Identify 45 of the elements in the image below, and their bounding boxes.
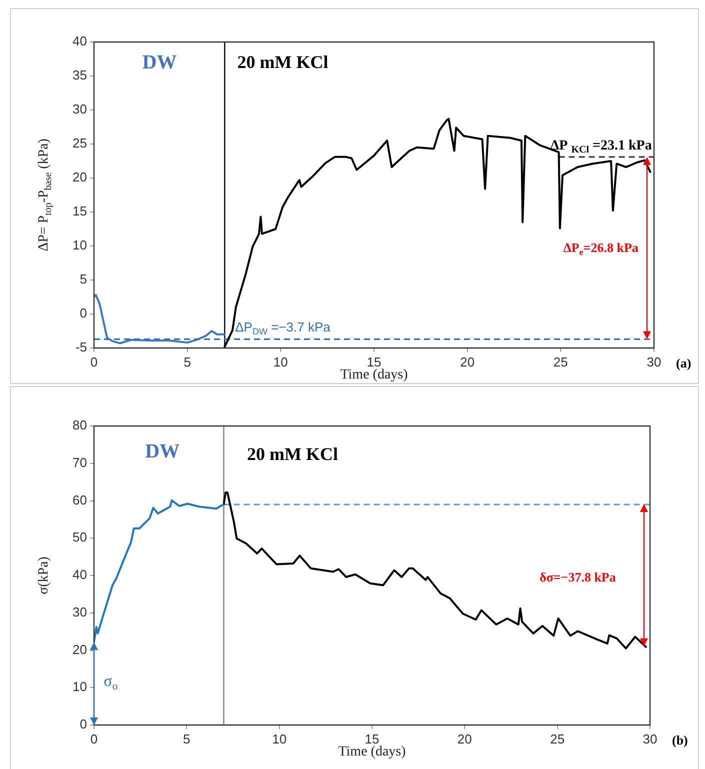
y-tick-label: 25 (72, 136, 87, 151)
x-tick-label: 5 (184, 354, 191, 370)
y-tick-label: 0 (80, 306, 87, 321)
x-tick-label: 10 (272, 731, 287, 746)
y-tick-label: 15 (72, 204, 87, 219)
y-tick-label: 30 (72, 604, 87, 620)
annotation: DW (145, 440, 180, 462)
annotation: DW (142, 51, 177, 74)
text: (b) (672, 732, 688, 748)
y-tick-label: 30 (72, 102, 87, 117)
y-tick-label: 35 (72, 68, 87, 83)
x-tick-label: 0 (90, 354, 98, 370)
y-tick-label: 40 (72, 567, 87, 582)
annotation: 20 mM KCl (247, 444, 338, 464)
x-axis-title: Time (days) (338, 744, 406, 760)
x-tick-label: 5 (183, 731, 190, 746)
y-axis-title: σ(kPa) (36, 556, 52, 594)
x-tick-label: 20 (460, 354, 475, 370)
y-tick-label: 20 (72, 170, 87, 185)
y-tick-label: 20 (72, 642, 87, 657)
x-axis-title: Time (days) (340, 368, 408, 383)
y-axis-title: ΔP= Ptop-Pbase (kPa) (36, 138, 54, 252)
y-tick-label: 70 (72, 454, 87, 470)
y-tick-label: 80 (72, 418, 87, 433)
y-tick-label: 50 (72, 530, 87, 545)
y-tick-label: 5 (80, 272, 87, 287)
annotation: 20 mM KCl (237, 52, 328, 72)
x-tick-label: 20 (457, 731, 472, 746)
x-tick-label: 0 (90, 731, 98, 746)
ref-line-label: ΔP KCl =23.1 kPa (550, 138, 652, 156)
x-tick-label: 25 (550, 731, 565, 746)
x-tick-label: 10 (273, 354, 288, 370)
x-tick-label: 30 (646, 354, 662, 370)
y-tick-label: -5 (75, 340, 87, 355)
x-tick-label: 30 (642, 731, 658, 746)
annotation: δσ=−37.8 kPa (540, 569, 616, 584)
y-tick-label: 0 (80, 716, 87, 732)
y-tick-label: 60 (72, 492, 87, 508)
x-tick-label: 25 (553, 354, 568, 370)
y-tick-label: 40 (72, 34, 87, 49)
y-tick-label: 10 (72, 238, 87, 253)
x-tick-label: 15 (364, 731, 380, 746)
y-tick-label: 10 (72, 679, 87, 694)
x-tick-label: 15 (366, 354, 382, 370)
text: (a) (676, 355, 692, 370)
